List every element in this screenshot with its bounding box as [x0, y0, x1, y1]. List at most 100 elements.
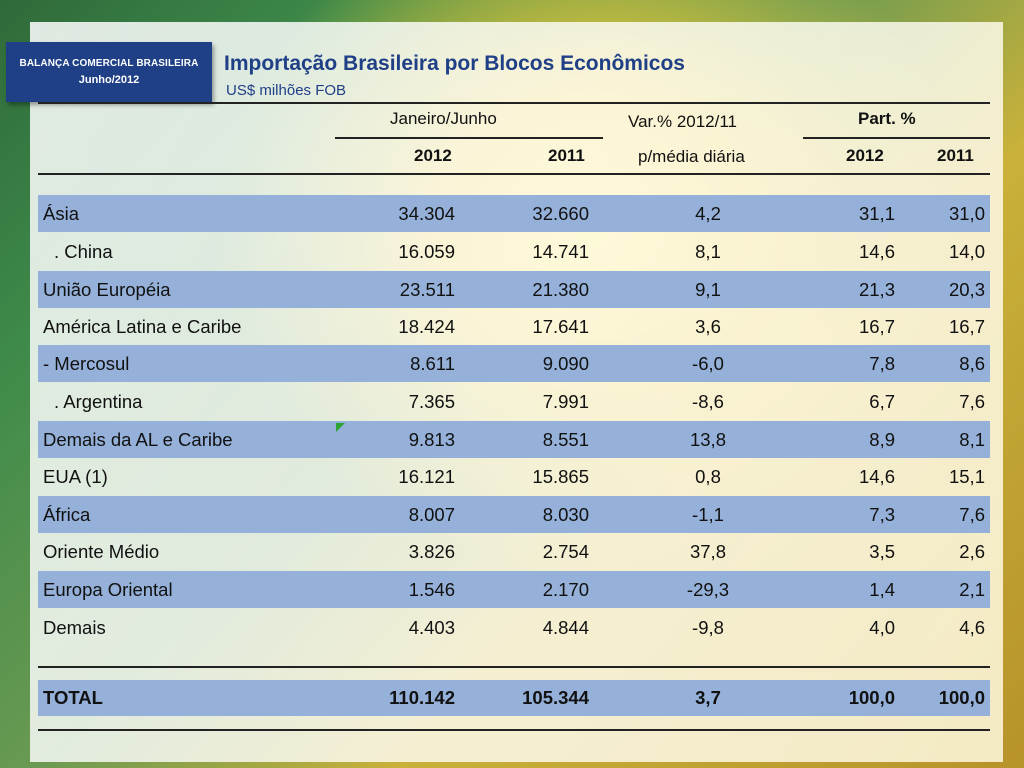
header-year-2012: 2012	[414, 146, 452, 165]
variation: 13,8	[689, 429, 726, 450]
value-2011: 15.865	[532, 466, 589, 487]
value-2012: 3.826	[408, 541, 455, 562]
table-row: Oriente Médio 3.826 2.754 37,8 3,5 2,6	[38, 533, 990, 570]
total-top-rule	[38, 666, 990, 668]
table-row: União Européia 23.511 21.380 9,1 21,3 20…	[38, 271, 990, 308]
row-label: Demais da AL e Caribe	[43, 429, 233, 450]
header-part-2012: 2012	[846, 146, 884, 165]
header-bottom-rule	[38, 173, 990, 175]
header-var-line2: p/média diária	[638, 147, 745, 166]
total-2012: 110.142	[389, 687, 455, 708]
share-2012: 6,7	[869, 391, 895, 412]
value-2012: 4.403	[408, 617, 455, 638]
table-row: América Latina e Caribe 18.424 17.641 3,…	[38, 308, 990, 345]
value-2011: 2.170	[542, 579, 589, 600]
share-2011: 20,3	[948, 279, 985, 300]
part-underline	[803, 137, 990, 139]
total-variation: 3,7	[695, 687, 721, 708]
variation: -1,1	[692, 504, 724, 525]
page-subtitle: US$ milhões FOB	[226, 82, 347, 99]
share-2011: 4,6	[959, 617, 985, 638]
table-row: Ásia 34.304 32.660 4,2 31,1 31,0	[38, 195, 990, 232]
value-2011: 17.641	[532, 316, 589, 337]
value-2012: 34.304	[398, 203, 455, 224]
table-row: - Mercosul 8.611 9.090 -6,0 7,8 8,6	[38, 345, 990, 382]
variation: 3,6	[695, 316, 721, 337]
variation: -6,0	[692, 353, 724, 374]
value-2012: 8.007	[408, 504, 455, 525]
value-2012: 7.365	[408, 391, 455, 412]
value-2012: 1.546	[408, 579, 455, 600]
value-2011: 8.030	[542, 504, 589, 525]
header-part: Part. %	[858, 109, 916, 128]
value-2011: 4.844	[542, 617, 589, 638]
row-label: União Européia	[43, 279, 171, 300]
share-2011: 31,0	[948, 203, 985, 224]
table-row: Demais 4.403 4.844 -9,8 4,0 4,6	[38, 609, 990, 646]
share-2012: 4,0	[869, 617, 895, 638]
share-2011: 2,6	[959, 541, 985, 562]
share-2012: 16,7	[858, 316, 895, 337]
share-2012: 14,6	[858, 241, 895, 262]
header-var-line1: Var.% 2012/11	[628, 112, 738, 131]
variation: -29,3	[686, 579, 730, 600]
value-2011: 21.380	[532, 279, 589, 300]
total-bottom-rule	[38, 729, 990, 731]
badge-period: Junho/2012	[78, 74, 140, 86]
row-label: América Latina e Caribe	[43, 316, 242, 337]
row-label: . Argentina	[54, 391, 143, 412]
variation: -9,8	[692, 617, 724, 638]
share-2012: 31,1	[858, 203, 895, 224]
row-label: EUA (1)	[43, 466, 108, 487]
share-2011: 16,7	[948, 316, 985, 337]
total-row: TOTAL 110.142 105.344 3,7 100,0 100,0	[38, 680, 990, 716]
value-2011: 2.754	[542, 541, 589, 562]
variation: 0,8	[695, 466, 721, 487]
row-label: - Mercosul	[43, 353, 130, 374]
page-title: Importação Brasileira por Blocos Econômi…	[224, 52, 685, 75]
value-2012: 16.059	[398, 241, 455, 262]
table-row: Demais da AL e Caribe 9.813 8.551 13,8 8…	[38, 421, 990, 458]
header-year-2011: 2011	[548, 146, 585, 165]
value-2011: 8.551	[542, 429, 589, 450]
share-2012: 21,3	[858, 279, 895, 300]
header-period: Janeiro/Junho	[390, 109, 497, 128]
report-badge: BALANÇA COMERCIAL BRASILEIRA Junho/2012	[6, 42, 212, 102]
value-2012: 9.813	[408, 429, 455, 450]
share-2011: 8,1	[959, 429, 985, 450]
share-2011: 7,6	[959, 391, 985, 412]
value-2011: 14.741	[532, 241, 589, 262]
row-label: . China	[54, 241, 113, 262]
period-underline	[335, 137, 603, 139]
value-2012: 18.424	[398, 316, 455, 337]
header-top-rule	[38, 102, 990, 104]
share-2011: 7,6	[959, 504, 985, 525]
row-label: Ásia	[43, 203, 79, 224]
row-label: Demais	[43, 617, 106, 638]
table-row: . Argentina 7.365 7.991 -8,6 6,7 7,6	[38, 383, 990, 420]
share-2012: 8,9	[869, 429, 895, 450]
share-2012: 3,5	[869, 541, 895, 562]
value-2011: 32.660	[532, 203, 589, 224]
value-2012: 8.611	[410, 353, 455, 374]
variation: 8,1	[695, 241, 721, 262]
share-2012: 1,4	[869, 579, 895, 600]
variation: 9,1	[695, 279, 721, 300]
total-share-2011: 100,0	[938, 687, 985, 708]
value-2012: 16.121	[398, 466, 455, 487]
value-2011: 7.991	[542, 391, 589, 412]
total-label: TOTAL	[43, 687, 103, 708]
row-label: Oriente Médio	[43, 541, 160, 562]
row-label: África	[43, 504, 91, 525]
header-part-2011: 2011	[937, 146, 974, 165]
share-2011: 14,0	[948, 241, 985, 262]
total-2011: 105.344	[522, 687, 589, 708]
share-2012: 14,6	[858, 466, 895, 487]
badge-title: BALANÇA COMERCIAL BRASILEIRA	[19, 58, 199, 69]
share-2011: 15,1	[948, 466, 985, 487]
table-row: Europa Oriental 1.546 2.170 -29,3 1,4 2,…	[38, 571, 990, 608]
variation: 37,8	[689, 541, 726, 562]
share-2011: 2,1	[959, 579, 985, 600]
row-label: Europa Oriental	[43, 579, 173, 600]
variation: 4,2	[695, 203, 721, 224]
